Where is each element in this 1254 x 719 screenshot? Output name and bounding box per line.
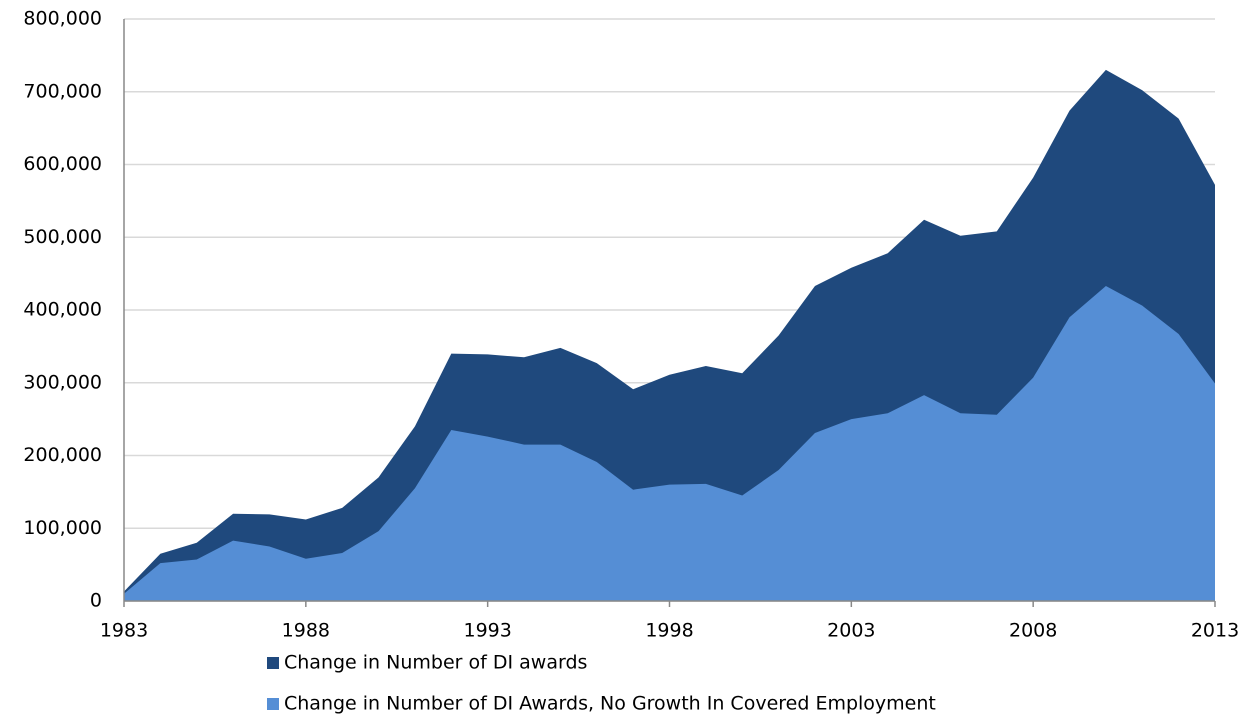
legend-swatch (267, 698, 279, 710)
y-tick-label: 100,000 (23, 517, 102, 539)
x-tick-label: 2008 (1009, 620, 1057, 642)
y-tick-label: 800,000 (23, 8, 102, 30)
y-tick-label: 600,000 (23, 153, 102, 175)
y-tick-label: 200,000 (23, 444, 102, 466)
legend-swatch (267, 657, 279, 669)
x-tick-label: 2013 (1191, 620, 1239, 642)
y-tick-label: 300,000 (23, 371, 102, 393)
x-tick-label: 1998 (645, 620, 693, 642)
y-tick-label: 0 (90, 590, 102, 612)
x-tick-label: 1993 (463, 620, 511, 642)
legend-label: Change in Number of DI awards (284, 652, 587, 674)
y-tick-label: 500,000 (23, 226, 102, 248)
y-tick-label: 400,000 (23, 299, 102, 321)
area (124, 285, 1215, 601)
x-tick-label: 2003 (827, 620, 875, 642)
x-tick-label: 1983 (100, 620, 148, 642)
legend-label: Change in Number of DI Awards, No Growth… (284, 693, 936, 715)
x-tick-label: 1988 (282, 620, 330, 642)
y-tick-label: 700,000 (23, 80, 102, 102)
